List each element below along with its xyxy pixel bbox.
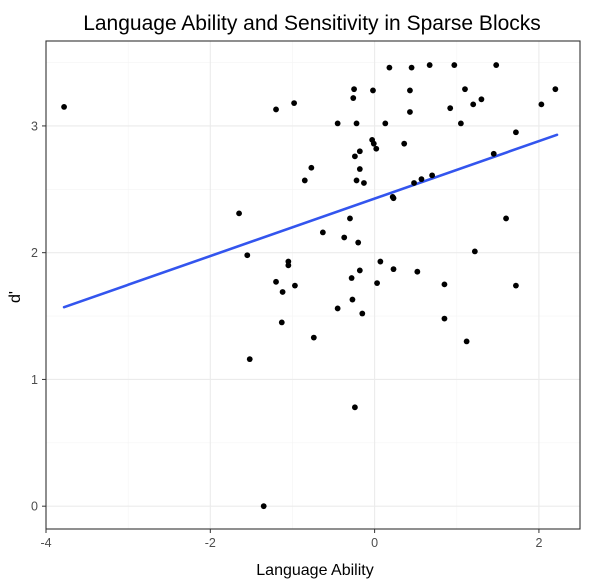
data-point [390,266,397,273]
y-tick-label: 0 [31,500,38,514]
data-point [373,145,380,152]
data-point [301,177,308,184]
data-point [441,315,448,322]
data-point [478,96,485,103]
x-tick-label: -4 [40,536,51,550]
data-point [278,319,285,326]
x-tick-label: -2 [205,536,216,550]
data-point [356,166,363,172]
data-point [390,195,397,202]
data-point [370,87,376,94]
plot-panel-border [45,40,581,530]
chart-title: Language Ability and Sensitivity in Spar… [83,12,541,35]
data-point [361,180,367,186]
data-point [513,129,519,136]
data-point [273,278,279,285]
data-point [447,105,454,112]
data-point [244,252,251,259]
x-axis-label: Language Ability [256,562,373,579]
data-point [401,140,408,147]
data-point [359,310,366,317]
y-tick-label: 1 [31,373,38,387]
data-point [386,64,393,71]
data-point [310,334,317,341]
data-point [319,229,326,236]
data-point [374,280,380,286]
y-axis-ticks: 0 1 2 3 [31,119,46,514]
data-point [347,215,353,222]
data-point [451,62,458,68]
data-point [418,176,425,183]
data-point [279,289,286,295]
data-point [462,86,468,93]
grid-lines [45,41,580,529]
data-point [382,120,389,127]
data-point [351,86,357,93]
y-tick-label: 2 [31,246,38,260]
data-point [407,87,413,94]
data-point [493,62,500,68]
data-point [552,86,559,93]
data-point [292,282,298,289]
data-point [441,281,448,288]
data-point [377,258,384,265]
data-point [429,172,436,179]
x-axis-ticks: -4 -2 0 2 [40,529,542,550]
trend-line [62,133,559,309]
data-point [353,120,360,127]
data-point [457,120,464,127]
data-point [414,268,421,275]
data-point [285,262,292,269]
data-point [470,101,477,108]
data-points [61,62,559,510]
data-point [291,100,298,107]
x-tick-label: 0 [371,536,378,550]
data-point [353,177,360,184]
data-point [538,101,545,108]
data-point [246,356,253,363]
data-point [236,210,242,217]
data-point [471,248,478,255]
data-point [408,64,415,71]
data-point [426,62,433,68]
data-point [513,282,519,289]
trend-line-group [62,133,559,309]
y-tick-label: 3 [31,119,38,133]
y-axis-label: d' [7,291,24,303]
data-point [351,404,358,411]
data-point [351,153,358,160]
data-point [273,106,279,113]
data-point [356,148,363,155]
data-point [260,503,267,510]
x-tick-label: 2 [535,536,542,550]
data-point [334,120,341,127]
data-point [350,95,357,101]
data-point [348,275,355,281]
data-point [407,109,413,115]
data-point [463,338,470,345]
data-point [334,305,341,312]
data-point [503,215,509,222]
data-point [308,164,315,171]
data-point [490,150,497,157]
data-point [61,104,67,110]
data-point [411,180,417,186]
data-point [370,140,377,147]
data-point [349,296,356,303]
data-point [355,239,362,246]
data-point [356,267,363,274]
data-point [341,234,348,241]
